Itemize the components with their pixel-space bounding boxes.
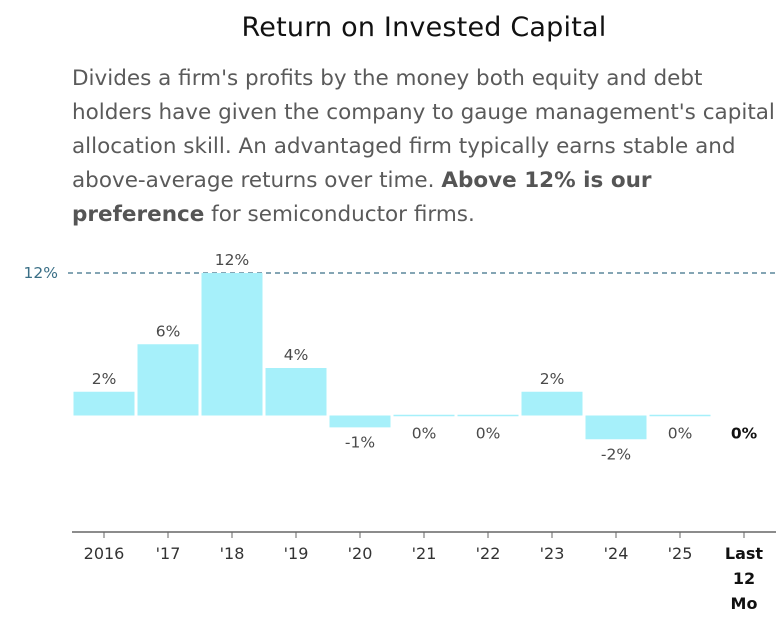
bar-value-label: 12% bbox=[215, 251, 249, 269]
reference-line-label: 12% bbox=[24, 264, 58, 282]
x-tick-label: 12 bbox=[733, 569, 755, 588]
x-tick-label: '23 bbox=[540, 544, 565, 563]
description-emphasis: Above 12% is our preference bbox=[72, 168, 652, 227]
bar bbox=[73, 391, 135, 416]
x-tick-label: '21 bbox=[412, 544, 437, 563]
bar bbox=[393, 414, 455, 417]
bar-value-label: -2% bbox=[601, 445, 631, 463]
bar bbox=[137, 344, 199, 416]
x-tick-label: Last bbox=[725, 544, 764, 563]
bar-value-label: 6% bbox=[156, 322, 181, 340]
bar-value-label: 0% bbox=[731, 425, 758, 443]
bar-value-label: 4% bbox=[284, 346, 309, 364]
bar bbox=[329, 415, 391, 428]
bar-value-label: 0% bbox=[668, 425, 693, 443]
bar-value-label: -1% bbox=[345, 433, 375, 451]
x-tick-label: '18 bbox=[220, 544, 245, 563]
bar bbox=[521, 391, 583, 416]
x-tick-label: Mo bbox=[731, 594, 758, 613]
bar-value-label: 2% bbox=[540, 370, 565, 388]
bar bbox=[585, 415, 647, 440]
x-tick-label: '17 bbox=[156, 544, 181, 563]
bar bbox=[201, 273, 263, 416]
x-tick-label: '22 bbox=[476, 544, 501, 563]
x-tick-label: '20 bbox=[348, 544, 373, 563]
description-text-end: for semiconductor firms. bbox=[204, 202, 475, 227]
description-text: Divides a firm's profits by the money bo… bbox=[72, 66, 775, 193]
x-tick-label: '19 bbox=[284, 544, 309, 563]
chart-title: Return on Invested Capital bbox=[241, 12, 607, 43]
chart-description: Divides a firm's profits by the money bo… bbox=[72, 62, 784, 232]
x-tick-label: '25 bbox=[668, 544, 693, 563]
bar-value-label: 0% bbox=[412, 425, 437, 443]
bar bbox=[457, 414, 519, 417]
bar bbox=[265, 368, 327, 416]
bar-value-label: 0% bbox=[476, 425, 501, 443]
bar-value-label: 2% bbox=[92, 370, 117, 388]
x-tick-label: 2016 bbox=[84, 544, 125, 563]
x-tick-label: '24 bbox=[604, 544, 629, 563]
bar bbox=[649, 414, 711, 417]
